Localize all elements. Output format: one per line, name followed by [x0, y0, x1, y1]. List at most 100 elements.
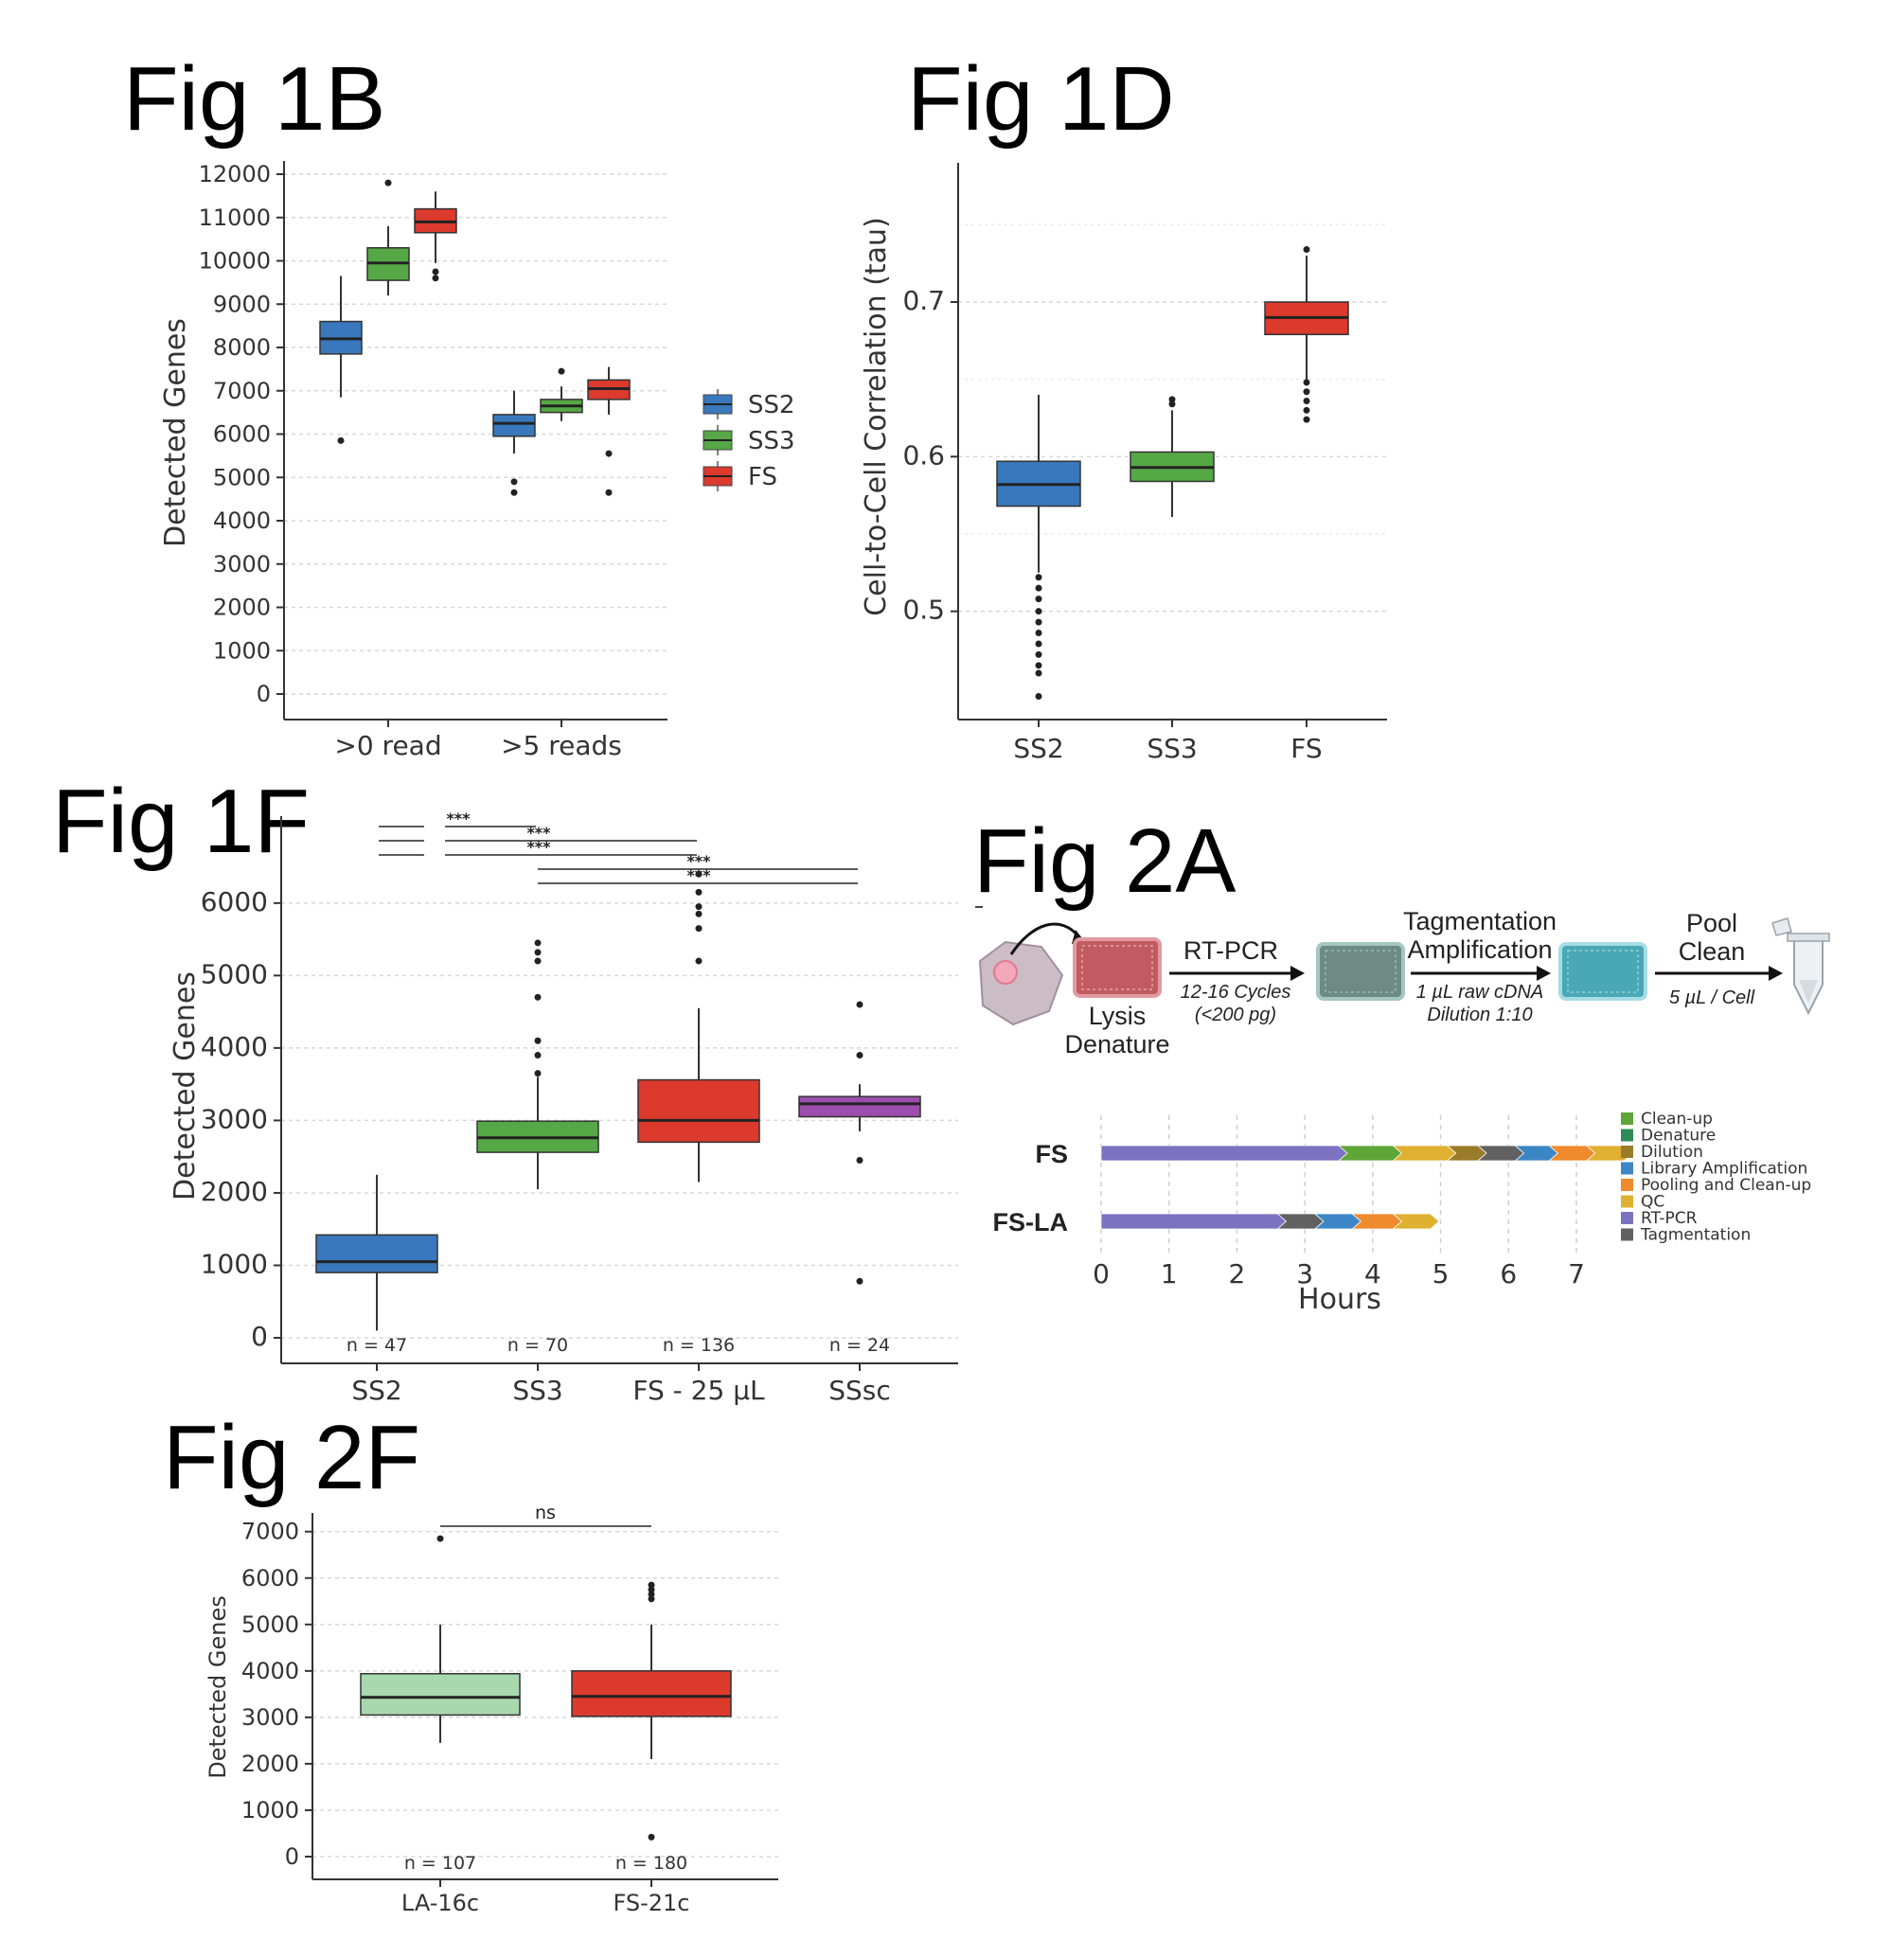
fig1f-box-3-outlier-1 — [856, 1052, 863, 1059]
fig1d-SS2-outlier-5 — [1035, 630, 1042, 637]
timeline-segment-clean-up — [1337, 1145, 1402, 1162]
legend-label-SS2: SS2 — [748, 391, 795, 419]
y-tick-label: 8000 — [213, 334, 271, 361]
fig1f-title: Fig 1F — [52, 771, 310, 872]
fig1f-box-0-box — [315, 1234, 438, 1273]
y-tick-label: 1000 — [241, 1797, 299, 1823]
fig1d-FS-outlier-3 — [1303, 406, 1310, 414]
fig2a-title: Fig 2A — [973, 810, 1236, 912]
fig1d-SS2-outlier-6 — [1035, 640, 1042, 648]
lysis-plate-icon — [1073, 937, 1162, 998]
x-tick-label: 1 — [1161, 1258, 1178, 1290]
n-label: n = 107 — [404, 1853, 476, 1874]
denature-label: Denature — [1064, 1030, 1169, 1058]
fig2f-x-ticks: LA-16c FS-21c — [401, 1879, 690, 1916]
fig2f-n-labels: n = 107 n = 180 — [404, 1853, 687, 1874]
legend-swatch — [1621, 1179, 1633, 1191]
fig1f-significance-bars: *************** — [379, 809, 858, 884]
sig-label: ns — [535, 1503, 556, 1523]
fig1b-FS-1-outlier-1 — [605, 489, 613, 496]
x-tick-label: FS — [1290, 733, 1322, 764]
tagmentation-arrowhead — [1537, 966, 1551, 981]
y-tick-label: 0 — [285, 1843, 299, 1870]
fig1b-title: Fig 1B — [123, 48, 385, 150]
y-tick-label: 7000 — [241, 1519, 299, 1545]
y-tick-label: 1000 — [213, 637, 271, 664]
fig2f-significance-bar: ns — [440, 1503, 651, 1527]
y-tick-label: 3000 — [241, 1704, 299, 1731]
rtpcr-plate-icon — [1316, 942, 1405, 1001]
y-tick-label: 2000 — [213, 595, 271, 621]
rtpcr-note-cycles: 12-16 Cycles — [1181, 982, 1291, 1003]
fig2f-y-label: Detected Genes — [205, 1595, 231, 1779]
fig1f-boxes — [315, 870, 921, 1331]
y-tick-label: 3000 — [201, 1103, 268, 1134]
legend-swatch — [1621, 1146, 1633, 1158]
x-tick-label: SS3 — [1147, 733, 1197, 764]
timeline-segment-rt-pcr — [1100, 1213, 1288, 1230]
fig2f-box-1-outlier-2 — [648, 1591, 655, 1598]
fig1b-x-ticks: >0 read >5 reads — [334, 720, 622, 761]
fig1b-legend: SS2 SS3 FS — [703, 389, 795, 491]
fig2f-box-0-box — [360, 1673, 521, 1717]
pool-arrowhead — [1769, 966, 1783, 981]
x-tick-label: >5 reads — [501, 730, 622, 761]
fig1d-SS3-outlier-0 — [1168, 400, 1176, 408]
x-tick-label: >0 read — [334, 730, 441, 761]
library-plate-icon — [1558, 942, 1647, 1001]
legend-label: Library Amplification — [1641, 1160, 1807, 1179]
n-label: n = 70 — [507, 1335, 568, 1356]
fig1d-SS2-outlier-1 — [1035, 584, 1042, 592]
fig2f-box-1-outlier-4 — [648, 1833, 655, 1841]
sig-label: *** — [686, 852, 711, 870]
y-tick-label: 0.6 — [902, 439, 945, 471]
fig1b-SS3-0-outlier-0 — [384, 179, 392, 187]
fig2a-panel: Fig 2A Lysis Denature RT-PCR 12-16 Cycle… — [973, 810, 1830, 1316]
x-tick-label: SSsc — [828, 1375, 891, 1406]
legend-swatch — [1621, 1212, 1633, 1224]
row-label: FS-LA — [993, 1208, 1068, 1236]
x-tick-label: SS2 — [1013, 733, 1063, 764]
y-tick-label: 2000 — [201, 1176, 268, 1207]
fig1d-SS2-outlier-2 — [1035, 596, 1042, 603]
x-tick-label: FS - 25 µL — [632, 1375, 765, 1406]
fig1f-n-labels: n = 47 n = 70 n = 136 n = 24 — [347, 1335, 890, 1356]
fig1f-box-2-outlier-2 — [695, 910, 703, 917]
y-tick-label: 11000 — [199, 205, 271, 231]
fig1b-y-label: Detected Genes — [159, 318, 192, 547]
fig1d-SS2-outlier-8 — [1035, 662, 1042, 669]
x-tick-label: FS-21c — [613, 1890, 689, 1916]
fig2a-x-ticks: 0 1 2 3 4 5 6 7 — [1093, 1258, 1585, 1290]
x-tick-label: LA-16c — [401, 1890, 479, 1916]
fig1d-y-label: Cell-to-Cell Correlation (tau) — [860, 217, 893, 616]
fig1d-SS2-outlier-7 — [1035, 650, 1042, 658]
fig2a-stacked-bars — [1100, 1145, 1633, 1230]
fig1f-box-3-outlier-3 — [856, 1277, 863, 1285]
fig1b-FS-0-outlier-0 — [432, 268, 439, 276]
fig1d-SS2-outlier-4 — [1035, 618, 1042, 626]
legend-label-SS3: SS3 — [748, 427, 795, 455]
legend-label: Pooling and Clean-up — [1641, 1176, 1811, 1195]
fig1b-SS3-1-outlier-0 — [558, 367, 565, 375]
timeline-segment-qc — [1392, 1145, 1457, 1162]
n-label: n = 136 — [663, 1335, 735, 1356]
fig1d-SS2-outlier-0 — [1035, 574, 1042, 581]
n-label: n = 24 — [829, 1335, 890, 1356]
amplification-label: Amplification — [1407, 935, 1552, 964]
fig1f-box-2-box — [637, 1078, 760, 1144]
legend-swatch — [1621, 1162, 1633, 1175]
fig1f-y-label: Detected Genes — [169, 971, 202, 1201]
fig1f-box-2-outlier-4 — [695, 888, 703, 896]
y-tick-label: 0.7 — [902, 285, 945, 316]
legend-label: RT-PCR — [1641, 1209, 1698, 1228]
n-label: n = 180 — [615, 1853, 687, 1874]
row-label: FS — [1035, 1140, 1068, 1168]
fig2a-x-label: Hours — [1298, 1283, 1381, 1316]
fig1f-box-1-outlier-6 — [534, 939, 542, 947]
fig2f-title: Fig 2F — [163, 1407, 420, 1508]
y-tick-label: 9000 — [213, 291, 271, 317]
y-tick-label: 4000 — [241, 1658, 299, 1684]
